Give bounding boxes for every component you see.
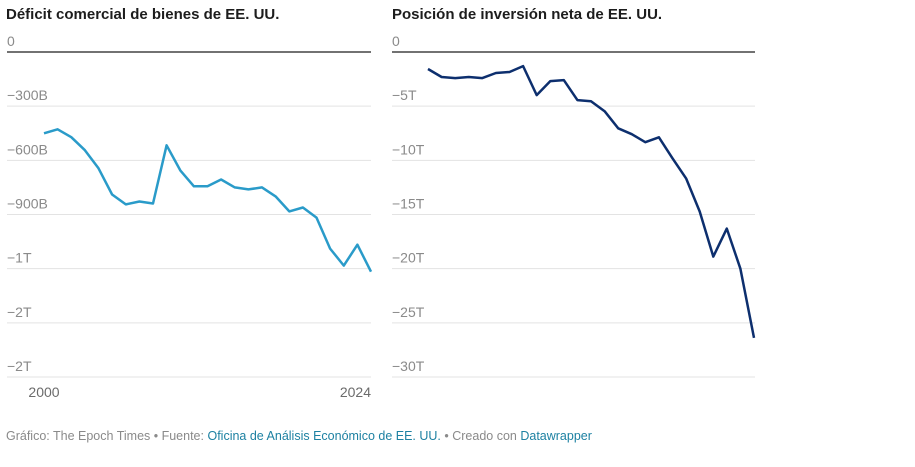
data-point [629,131,635,137]
data-point [683,175,689,181]
y-tick-label: −15T [392,196,425,212]
y-tick-label: −2T [7,358,32,374]
data-point [534,92,540,98]
chart-title-trade-deficit: Déficit comercial de bienes de EE. UU. [6,6,280,23]
data-point [547,78,553,84]
data-point [602,108,608,114]
data-point [466,74,472,80]
y-tick-label: −2T [7,304,32,320]
data-point [561,77,567,83]
y-tick-label: −900B [7,196,48,212]
data-point [737,266,743,272]
data-point [724,226,730,232]
data-point [479,75,485,81]
data-point [615,125,621,131]
datawrapper-link[interactable]: Datawrapper [520,429,592,443]
chart-footer: Gráfico: The Epoch Times • Fuente: Ofici… [6,429,592,443]
data-point [425,66,431,72]
y-tick-label: −25T [392,304,425,320]
footer-credit: Gráfico: The Epoch Times • Fuente: [6,429,208,443]
y-tick-label: −5T [392,87,417,103]
data-point [493,70,499,76]
y-tick-label: 0 [7,33,15,49]
data-point [642,139,648,145]
source-link[interactable]: Oficina de Análisis Económico de EE. UU. [207,429,441,443]
data-point [520,63,526,69]
y-tick-label: −30T [392,358,425,374]
y-tick-label: 0 [392,33,400,49]
data-point [588,98,594,104]
data-point [751,335,757,341]
y-tick-label: −10T [392,141,425,157]
data-point [670,155,676,161]
trade-deficit-line [43,128,373,273]
data-point [656,134,662,140]
data-point [507,69,513,75]
y-tick-label: −20T [392,250,425,266]
data-point [710,254,716,260]
net-investment-line [427,64,756,339]
y-tick-label: −300B [7,87,48,103]
x-tick-label: 2024 [340,384,371,400]
x-tick-label: 2000 [28,384,59,400]
chart-title-net-investment: Posición de inversión neta de EE. UU. [392,6,663,23]
y-tick-label: −1T [7,250,32,266]
data-point [439,74,445,80]
data-point [574,97,580,103]
y-tick-label: −600B [7,141,48,157]
data-point [697,208,703,214]
footer-middle: • Creado con [440,429,521,443]
data-point [452,75,458,81]
